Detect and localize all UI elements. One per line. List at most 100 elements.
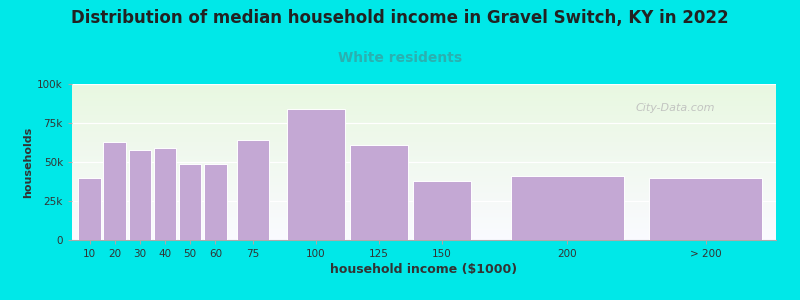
Bar xyxy=(237,140,270,240)
Bar xyxy=(72,223,776,224)
Bar xyxy=(72,181,776,182)
Bar xyxy=(72,109,776,110)
Bar xyxy=(72,122,776,123)
Text: White residents: White residents xyxy=(338,51,462,65)
Bar xyxy=(72,170,776,171)
Bar xyxy=(72,120,776,122)
Bar xyxy=(72,207,776,209)
Bar xyxy=(72,202,776,204)
Bar xyxy=(72,215,776,217)
Text: Distribution of median household income in Gravel Switch, KY in 2022: Distribution of median household income … xyxy=(71,9,729,27)
Bar xyxy=(72,238,776,240)
Bar xyxy=(72,142,776,143)
Bar xyxy=(72,131,776,132)
Bar xyxy=(78,178,101,240)
Bar xyxy=(72,87,776,89)
Bar xyxy=(72,146,776,148)
Bar xyxy=(72,154,776,156)
Bar xyxy=(72,129,776,131)
Bar xyxy=(72,98,776,100)
Bar xyxy=(72,237,776,238)
Bar xyxy=(72,112,776,114)
Bar xyxy=(72,226,776,227)
Bar xyxy=(72,156,776,157)
Bar xyxy=(72,84,776,86)
Bar xyxy=(72,232,776,234)
Bar xyxy=(72,134,776,136)
Bar xyxy=(350,145,408,240)
Bar xyxy=(72,198,776,200)
Bar xyxy=(72,97,776,98)
Bar xyxy=(72,173,776,175)
Bar xyxy=(72,106,776,107)
Bar xyxy=(72,165,776,167)
Bar xyxy=(72,107,776,109)
Bar xyxy=(72,220,776,221)
Bar xyxy=(413,181,470,240)
Bar xyxy=(72,185,776,187)
Bar xyxy=(72,235,776,237)
Bar xyxy=(72,195,776,196)
Bar xyxy=(72,209,776,210)
Bar xyxy=(72,103,776,104)
Bar xyxy=(72,157,776,159)
Bar xyxy=(72,204,776,206)
Bar xyxy=(72,115,776,117)
Bar xyxy=(72,184,776,185)
Bar xyxy=(287,109,345,240)
Bar xyxy=(72,90,776,92)
Bar xyxy=(72,175,776,176)
Bar xyxy=(103,142,126,240)
Y-axis label: households: households xyxy=(23,126,33,198)
Bar xyxy=(72,101,776,103)
Bar xyxy=(72,93,776,95)
Bar xyxy=(154,148,176,240)
Bar xyxy=(72,114,776,115)
Bar xyxy=(179,164,202,240)
Bar xyxy=(72,214,776,215)
Bar xyxy=(72,85,776,87)
Bar xyxy=(129,149,151,240)
Text: City-Data.com: City-Data.com xyxy=(635,103,714,113)
Bar xyxy=(72,193,776,195)
Bar xyxy=(72,221,776,223)
Bar xyxy=(72,159,776,160)
Bar xyxy=(72,206,776,207)
Bar xyxy=(72,139,776,140)
Bar xyxy=(72,104,776,106)
Bar xyxy=(72,200,776,201)
Bar xyxy=(72,210,776,212)
Bar xyxy=(72,136,776,137)
Bar xyxy=(72,182,776,184)
Bar xyxy=(72,100,776,101)
Bar xyxy=(72,110,776,112)
Bar xyxy=(72,227,776,229)
Bar xyxy=(72,187,776,188)
Bar xyxy=(72,95,776,97)
Bar xyxy=(72,118,776,120)
Bar xyxy=(72,224,776,226)
Bar xyxy=(72,201,776,202)
Bar xyxy=(72,153,776,154)
Bar xyxy=(72,148,776,149)
Bar xyxy=(72,212,776,214)
Bar xyxy=(72,149,776,151)
Bar xyxy=(72,160,776,162)
Bar xyxy=(72,196,776,198)
Bar xyxy=(510,176,624,240)
Bar xyxy=(72,167,776,168)
Bar xyxy=(72,89,776,90)
Bar xyxy=(72,123,776,124)
Bar xyxy=(72,179,776,181)
Bar xyxy=(72,188,776,190)
Bar xyxy=(72,143,776,145)
Bar xyxy=(649,178,762,240)
Bar xyxy=(72,137,776,139)
X-axis label: household income ($1000): household income ($1000) xyxy=(330,263,518,276)
Bar xyxy=(72,231,776,232)
Bar xyxy=(72,145,776,146)
Bar xyxy=(72,164,776,165)
Bar xyxy=(72,151,776,153)
Bar xyxy=(72,229,776,231)
Bar xyxy=(72,128,776,129)
